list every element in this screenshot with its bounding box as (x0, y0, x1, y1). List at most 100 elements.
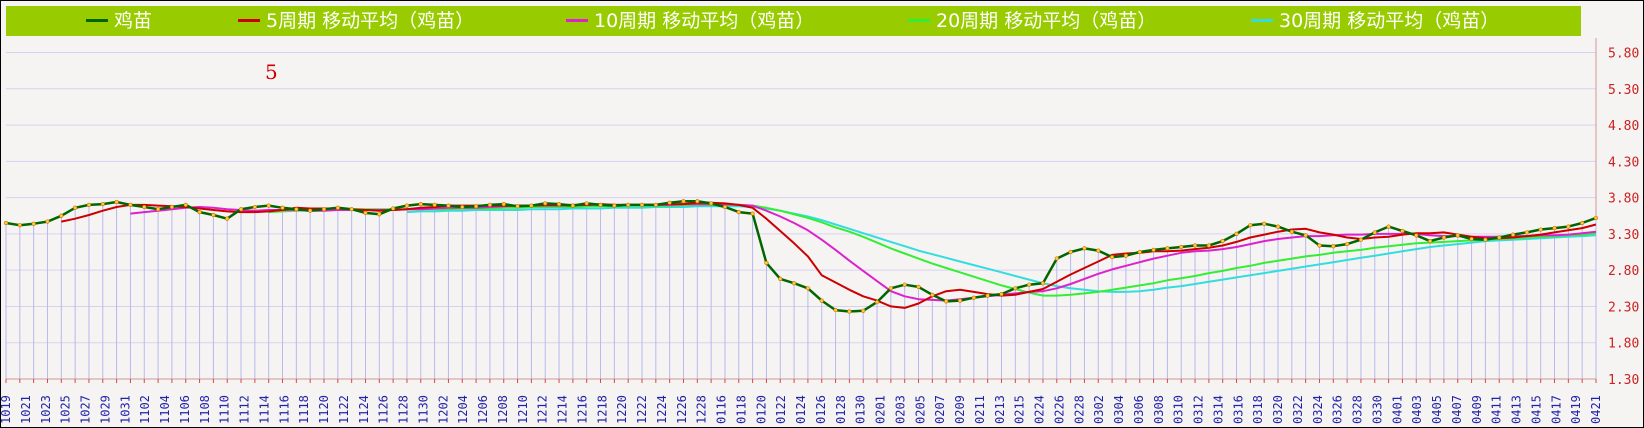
x-tick-label: 0322 (1291, 395, 1305, 424)
price-point (709, 201, 714, 206)
price-point (805, 286, 811, 291)
price-point (1206, 243, 1211, 248)
legend-swatch-ma5 (238, 19, 260, 22)
y-tick-label: 1.30 (1608, 373, 1639, 388)
price-point (1123, 253, 1129, 258)
x-tick-label: 1031 (118, 395, 132, 424)
price-point (1441, 235, 1447, 240)
price-point (1151, 247, 1156, 252)
price-point (1414, 233, 1419, 238)
x-tick-label: 0324 (1311, 395, 1325, 424)
series-ma10 (130, 203, 1597, 302)
price-point (335, 205, 340, 210)
price-point (59, 213, 64, 218)
price-point (1497, 235, 1502, 240)
x-tick-label: 0224 (1033, 395, 1047, 424)
price-point (556, 202, 562, 207)
price-point (473, 204, 479, 209)
price-point (515, 204, 520, 209)
price-point (1013, 286, 1018, 291)
x-tick-label: 0328 (1351, 395, 1365, 424)
x-tick-label: 0207 (933, 395, 947, 424)
x-tick-label: 0312 (1192, 395, 1206, 424)
price-point (1427, 239, 1433, 244)
price-point (985, 293, 990, 298)
x-tick-label: 0413 (1510, 395, 1524, 424)
x-tick-label: 0405 (1430, 395, 1444, 424)
price-point (501, 202, 506, 207)
price-point (100, 202, 105, 207)
x-tick-label: 1204 (456, 395, 470, 424)
price-point (169, 204, 175, 210)
x-tick-label: 1208 (496, 395, 510, 424)
price-point (695, 199, 700, 204)
x-tick-label: 0318 (1251, 395, 1265, 424)
x-tick-label: 0419 (1569, 395, 1583, 424)
price-point (1068, 249, 1073, 255)
price-point (1082, 246, 1087, 251)
price-point (391, 206, 396, 211)
price-point (999, 292, 1004, 297)
price-point (1593, 215, 1599, 221)
x-tick-label: 1206 (476, 395, 490, 424)
x-tick-label: 0124 (794, 395, 808, 424)
x-tick-label: 1019 (0, 395, 13, 424)
x-tick-label: 0316 (1231, 395, 1245, 424)
price-point (778, 276, 783, 281)
price-point (3, 220, 9, 226)
legend-label: 30周期 移动平均（鸡苗） (1279, 10, 1500, 32)
price-point (736, 210, 741, 215)
price-point (363, 210, 368, 215)
series-ma20 (268, 203, 1597, 297)
price-point (833, 307, 838, 313)
price-point (750, 211, 755, 216)
x-tick-label: 0304 (1112, 395, 1126, 424)
price-point (1040, 281, 1046, 286)
price-point (211, 212, 216, 218)
x-tick-label: 0415 (1529, 395, 1543, 424)
legend-swatch-ma10 (566, 19, 588, 22)
price-point (155, 207, 161, 212)
price-point (487, 202, 493, 207)
x-tick-label: 0228 (1072, 395, 1086, 424)
price-point (252, 204, 257, 210)
price-point (1331, 244, 1336, 249)
x-tick-label: 1218 (595, 395, 609, 424)
price-point (1524, 230, 1529, 235)
price-point (1455, 233, 1460, 238)
price-point (1580, 220, 1585, 226)
x-tick-label: 0306 (1132, 395, 1146, 424)
series-ma5 (61, 201, 1597, 309)
price-point (142, 204, 147, 210)
x-tick-label: 0326 (1331, 395, 1345, 424)
price-point (1165, 246, 1170, 251)
price-point (916, 284, 921, 289)
price-point (570, 203, 575, 208)
price-point (45, 219, 50, 224)
price-point (238, 207, 244, 212)
x-tick-label: 1023 (39, 395, 53, 424)
price-point (1096, 248, 1101, 253)
x-tick-label: 0205 (913, 395, 927, 424)
price-point (1386, 224, 1391, 229)
price-point (543, 201, 548, 206)
price-point (681, 199, 686, 204)
y-tick-label: 2.30 (1608, 300, 1639, 315)
x-tick-label: 0401 (1390, 395, 1404, 424)
price-point (874, 299, 880, 305)
price-point (598, 202, 603, 207)
x-tick-label: 1126 (377, 395, 391, 424)
price-point (847, 309, 852, 314)
x-tick-label: 0128 (834, 395, 848, 424)
price-point (404, 203, 410, 208)
x-tick-label: 1102 (138, 395, 152, 424)
x-tick-label: 1226 (675, 395, 689, 424)
x-tick-label: 1029 (98, 395, 112, 424)
price-point (17, 223, 22, 228)
x-tick-label: 0308 (1152, 395, 1166, 424)
x-tick-label: 1110 (218, 395, 232, 424)
x-tick-label: 1210 (516, 395, 530, 424)
x-tick-label: 1027 (79, 395, 93, 424)
price-point (1054, 256, 1059, 261)
legend-label: 10周期 移动平均（鸡苗） (594, 10, 815, 32)
